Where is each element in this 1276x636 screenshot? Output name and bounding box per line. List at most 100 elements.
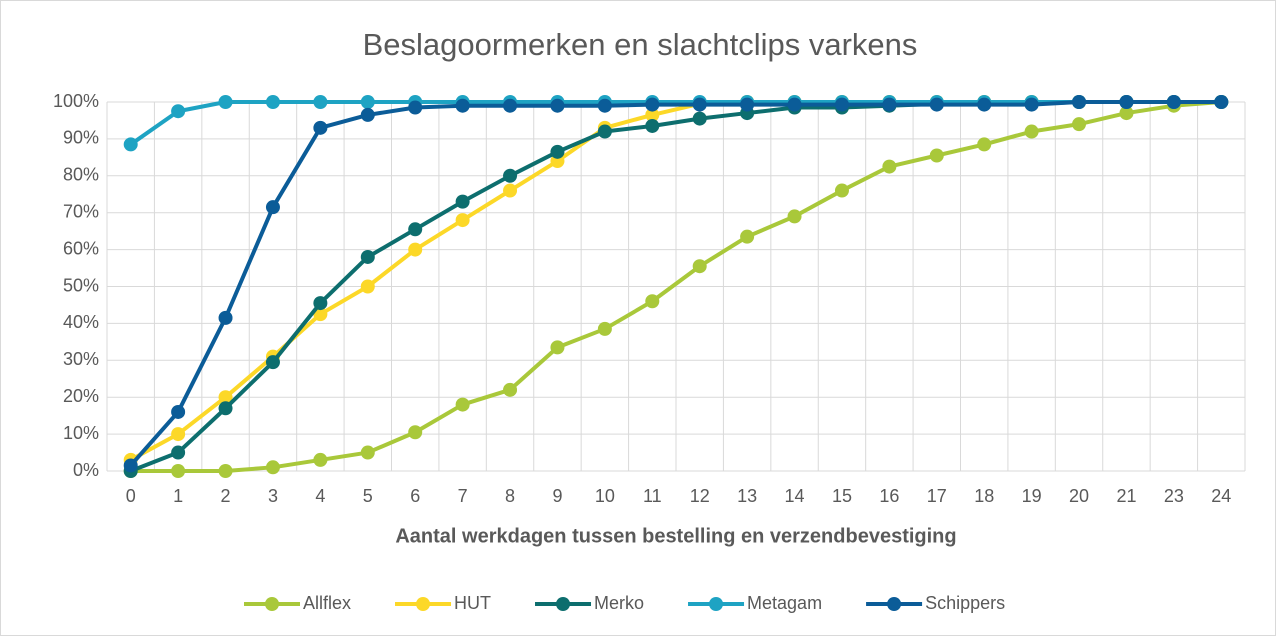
point (313, 307, 328, 322)
series-line (129, 100, 1222, 147)
x-tick-label: 12 (690, 486, 710, 506)
point (408, 100, 423, 115)
point (313, 95, 328, 109)
point (171, 445, 186, 460)
legend-label: Metagam (747, 593, 822, 613)
point (171, 404, 186, 419)
point (408, 425, 423, 440)
point (265, 200, 280, 215)
point (692, 111, 707, 126)
point (550, 144, 565, 159)
point (740, 229, 755, 244)
point (408, 242, 423, 257)
y-tick-label: 90% (63, 128, 99, 148)
point (265, 460, 280, 475)
point (597, 124, 612, 139)
point (1024, 97, 1039, 112)
point (218, 401, 233, 416)
x-tick-label: 24 (1211, 486, 1231, 506)
point (313, 120, 328, 135)
x-tick-label: 0 (126, 486, 136, 506)
legend-marker (887, 597, 902, 611)
x-tick-label: 19 (1022, 486, 1042, 506)
x-tick-label: 6 (410, 486, 420, 506)
point (645, 97, 660, 112)
point (360, 445, 375, 460)
point (123, 458, 138, 473)
point (313, 296, 328, 311)
y-tick-label: 10% (63, 423, 99, 443)
point (740, 97, 755, 112)
point (645, 118, 660, 133)
y-tick-label: 70% (63, 201, 99, 221)
point (360, 95, 375, 109)
x-tick-label: 16 (879, 486, 899, 506)
x-tick-label: 11 (643, 486, 662, 506)
x-tick-label: 14 (785, 486, 805, 506)
point (882, 159, 897, 174)
point (645, 294, 660, 309)
legend-marker (416, 597, 431, 611)
point (882, 97, 897, 112)
point (977, 97, 992, 112)
point (1119, 95, 1134, 109)
x-tick-label: 20 (1069, 486, 1089, 506)
x-tick-label: 15 (832, 486, 852, 506)
y-tick-label: 0% (73, 460, 99, 480)
point (171, 104, 186, 119)
point (1166, 95, 1181, 109)
x-tick-label: 4 (315, 486, 325, 506)
point (218, 95, 233, 109)
point (218, 390, 233, 405)
point (313, 452, 328, 467)
point (455, 194, 470, 209)
point (550, 98, 565, 113)
point (834, 183, 849, 198)
series-line (130, 100, 1222, 473)
point (265, 355, 280, 370)
point (977, 137, 992, 152)
y-tick-label: 60% (63, 238, 99, 258)
point (645, 107, 660, 122)
point (1072, 95, 1087, 109)
point (692, 97, 707, 112)
point (503, 183, 518, 198)
x-tick-label: 9 (552, 486, 562, 506)
point (597, 321, 612, 336)
x-tick-label: 10 (595, 486, 615, 506)
legend-label: Merko (594, 593, 644, 613)
x-tick-label: 21 (1116, 486, 1136, 506)
chart-title: Beslagoormerken en slachtclips varkens (363, 27, 918, 62)
point (834, 97, 849, 112)
x-tick-label: 18 (974, 486, 994, 506)
point (1072, 117, 1087, 132)
legend-marker (709, 597, 724, 611)
x-tick-label: 7 (458, 486, 468, 506)
x-tick-label: 23 (1164, 486, 1184, 506)
point (360, 249, 375, 264)
x-tick-label: 3 (268, 486, 278, 506)
y-tick-label: 100% (53, 91, 99, 111)
point (692, 259, 707, 274)
x-tick-label: 1 (173, 486, 183, 506)
point (929, 97, 944, 112)
point (787, 209, 802, 224)
point (408, 222, 423, 237)
x-tick-label: 2 (221, 486, 231, 506)
legend-label: HUT (454, 593, 491, 613)
point (218, 464, 233, 478)
point (503, 168, 518, 183)
point (787, 97, 802, 112)
series-line (129, 100, 1222, 467)
point (360, 279, 375, 294)
y-tick-label: 50% (63, 275, 99, 295)
legend-marker (556, 597, 571, 611)
y-tick-label: 80% (63, 165, 99, 185)
x-tick-label: 17 (927, 486, 947, 506)
point (929, 148, 944, 163)
y-tick-label: 40% (63, 312, 99, 332)
point (455, 98, 470, 113)
legend-label: Schippers (925, 593, 1005, 613)
point (597, 98, 612, 113)
